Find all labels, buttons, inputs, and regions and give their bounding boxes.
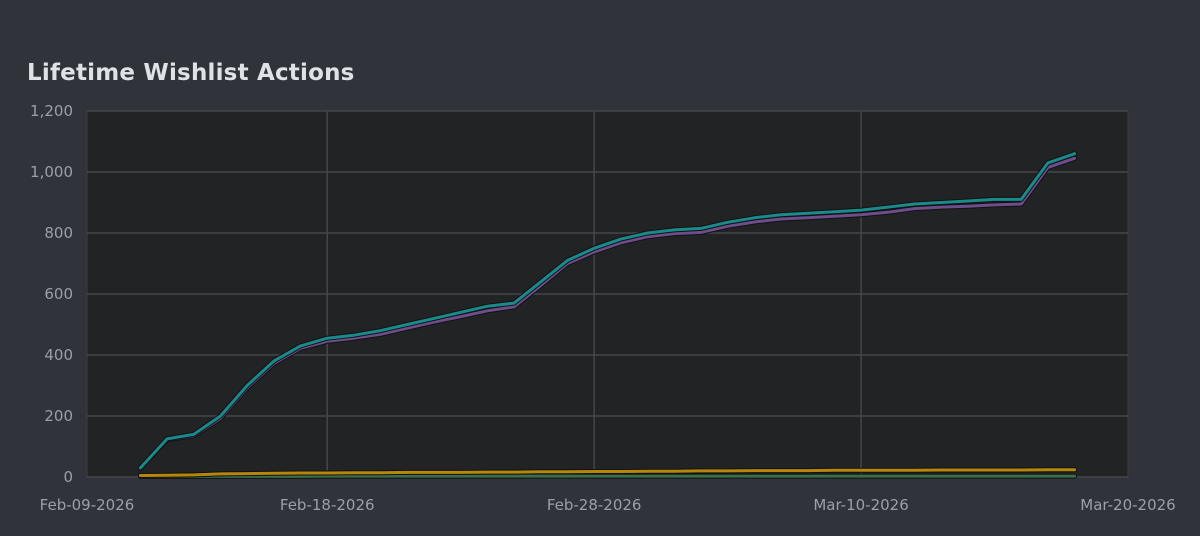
x-tick-label: Feb-28-2026 — [547, 496, 642, 514]
y-tick-label: 0 — [63, 468, 73, 486]
x-tick-label: Mar-20-2026 — [1080, 496, 1175, 514]
chart-title: Lifetime Wishlist Actions — [27, 60, 355, 86]
y-tick-label: 400 — [44, 346, 73, 364]
y-tick-label: 200 — [44, 407, 73, 425]
x-tick-label: Feb-18-2026 — [280, 496, 375, 514]
y-tick-label: 1,200 — [30, 102, 73, 120]
x-tick-label: Feb-09-2026 — [40, 496, 135, 514]
series-line-3 — [138, 468, 1077, 477]
y-tick-label: 600 — [44, 285, 73, 303]
series-line-1 — [138, 152, 1077, 470]
y-tick-label: 800 — [44, 224, 73, 242]
y-tick-label: 1,000 — [30, 163, 73, 181]
x-tick-label: Mar-10-2026 — [813, 496, 908, 514]
